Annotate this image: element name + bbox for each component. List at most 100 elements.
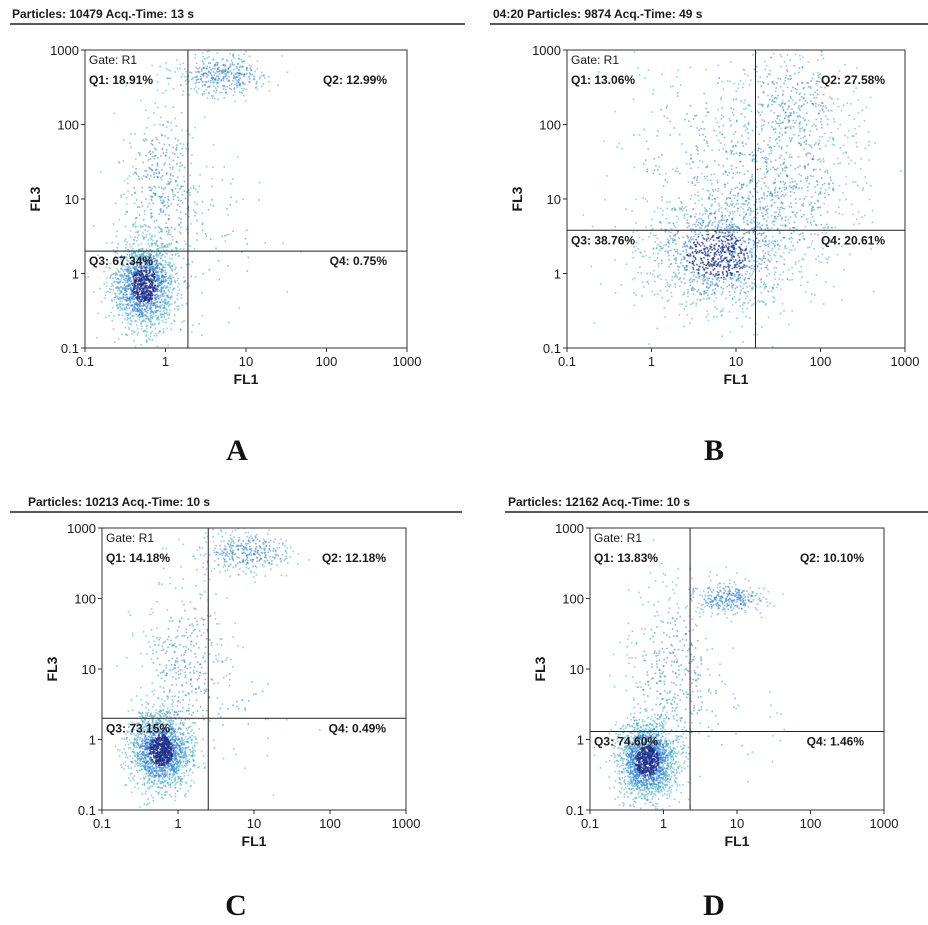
scatter-point [804,94,806,96]
scatter-point [127,322,129,324]
scatter-point [138,294,140,296]
scatter-point [799,131,801,133]
scatter-point [120,297,122,299]
scatter-point [725,252,727,254]
scatter-point [157,81,159,83]
scatter-point [184,240,186,242]
scatter-point [117,243,119,245]
scatter-point [744,265,746,267]
scatter-point [227,214,229,216]
scatter-point [130,147,132,149]
scatter-point [777,191,779,193]
scatter-point [181,112,183,114]
scatter-point [205,68,207,70]
scatter-point [668,255,670,257]
scatter-point [675,273,677,275]
scatter-point [701,225,703,227]
scatter-point [776,82,778,84]
scatter-point [151,244,153,246]
scatter-point [813,248,815,250]
scatter-point [143,175,145,177]
scatter-point [168,232,170,234]
scatter-point [781,147,783,149]
scatter-point [817,59,819,61]
scatter-point [149,298,151,300]
scatter-point [180,84,182,86]
scatter-point [717,226,719,228]
scatter-point [653,253,655,255]
scatter-point [690,254,692,256]
scatter-point [767,228,769,230]
scatter-point [153,303,155,305]
scatter-point [150,283,152,285]
scatter-point [223,97,225,99]
scatter-point [175,253,177,255]
scatter-point [770,161,772,163]
scatter-point [825,189,827,191]
scatter-point [771,215,773,217]
scatter-point [714,248,716,250]
scatter-point [812,78,814,80]
scatter-point [228,234,230,236]
scatter-point [126,242,128,244]
scatter-point [759,263,761,265]
scatter-point [191,154,193,156]
scatter-point [614,226,616,228]
scatter-point [166,328,168,330]
scatter-point [171,265,173,267]
scatter-point [826,224,828,226]
scatter-point [144,282,146,284]
scatter-point [781,148,783,150]
scatter-point [774,216,776,218]
scatter-point [764,241,766,243]
x-axis-label: FL1 [234,371,259,387]
scatter-point [160,200,162,202]
scatter-point [217,80,219,82]
scatter-point [223,80,225,82]
scatter-point [706,282,708,284]
scatter-point [730,331,732,333]
scatter-point [779,209,781,211]
scatter-point [668,299,670,301]
scatter-point [696,178,698,180]
scatter-point [229,88,231,90]
scatter-point [151,235,153,237]
scatter-point [734,249,736,251]
scatter-point [138,279,140,281]
scatter-point [219,71,221,73]
scatter-point [720,142,722,144]
scatter-point [803,205,805,207]
scatter-point [731,257,733,259]
scatter-point [120,196,122,198]
scatter-point [761,212,763,214]
scatter-point [188,285,190,287]
scatter-point [668,286,670,288]
scatter-point [116,236,118,238]
scatter-point [277,85,279,87]
scatter-point [688,225,690,227]
scatter-point [115,275,117,277]
scatter-point [600,283,602,285]
scatter-point [114,112,116,114]
scatter-point [756,161,758,163]
scatter-point [708,320,710,322]
scatter-point [707,314,709,316]
scatter-point [170,122,172,124]
scatter-point [150,158,152,160]
scatter-point [727,275,729,277]
scatter-point [813,94,815,96]
scatter-point [808,61,810,63]
scatter-point [109,288,111,290]
scatter-point [821,54,823,56]
scatter-point [141,326,143,328]
scatter-point [733,153,735,155]
scatter-point [833,103,835,105]
scatter-point [869,159,871,161]
scatter-point [213,85,215,87]
scatter-point [795,120,797,122]
scatter-point [690,241,692,243]
quadrant-q2-label: Q2: 12.99% [323,73,387,87]
scatter-point [777,216,779,218]
scatter-point [697,281,699,283]
scatter-point [712,189,714,191]
